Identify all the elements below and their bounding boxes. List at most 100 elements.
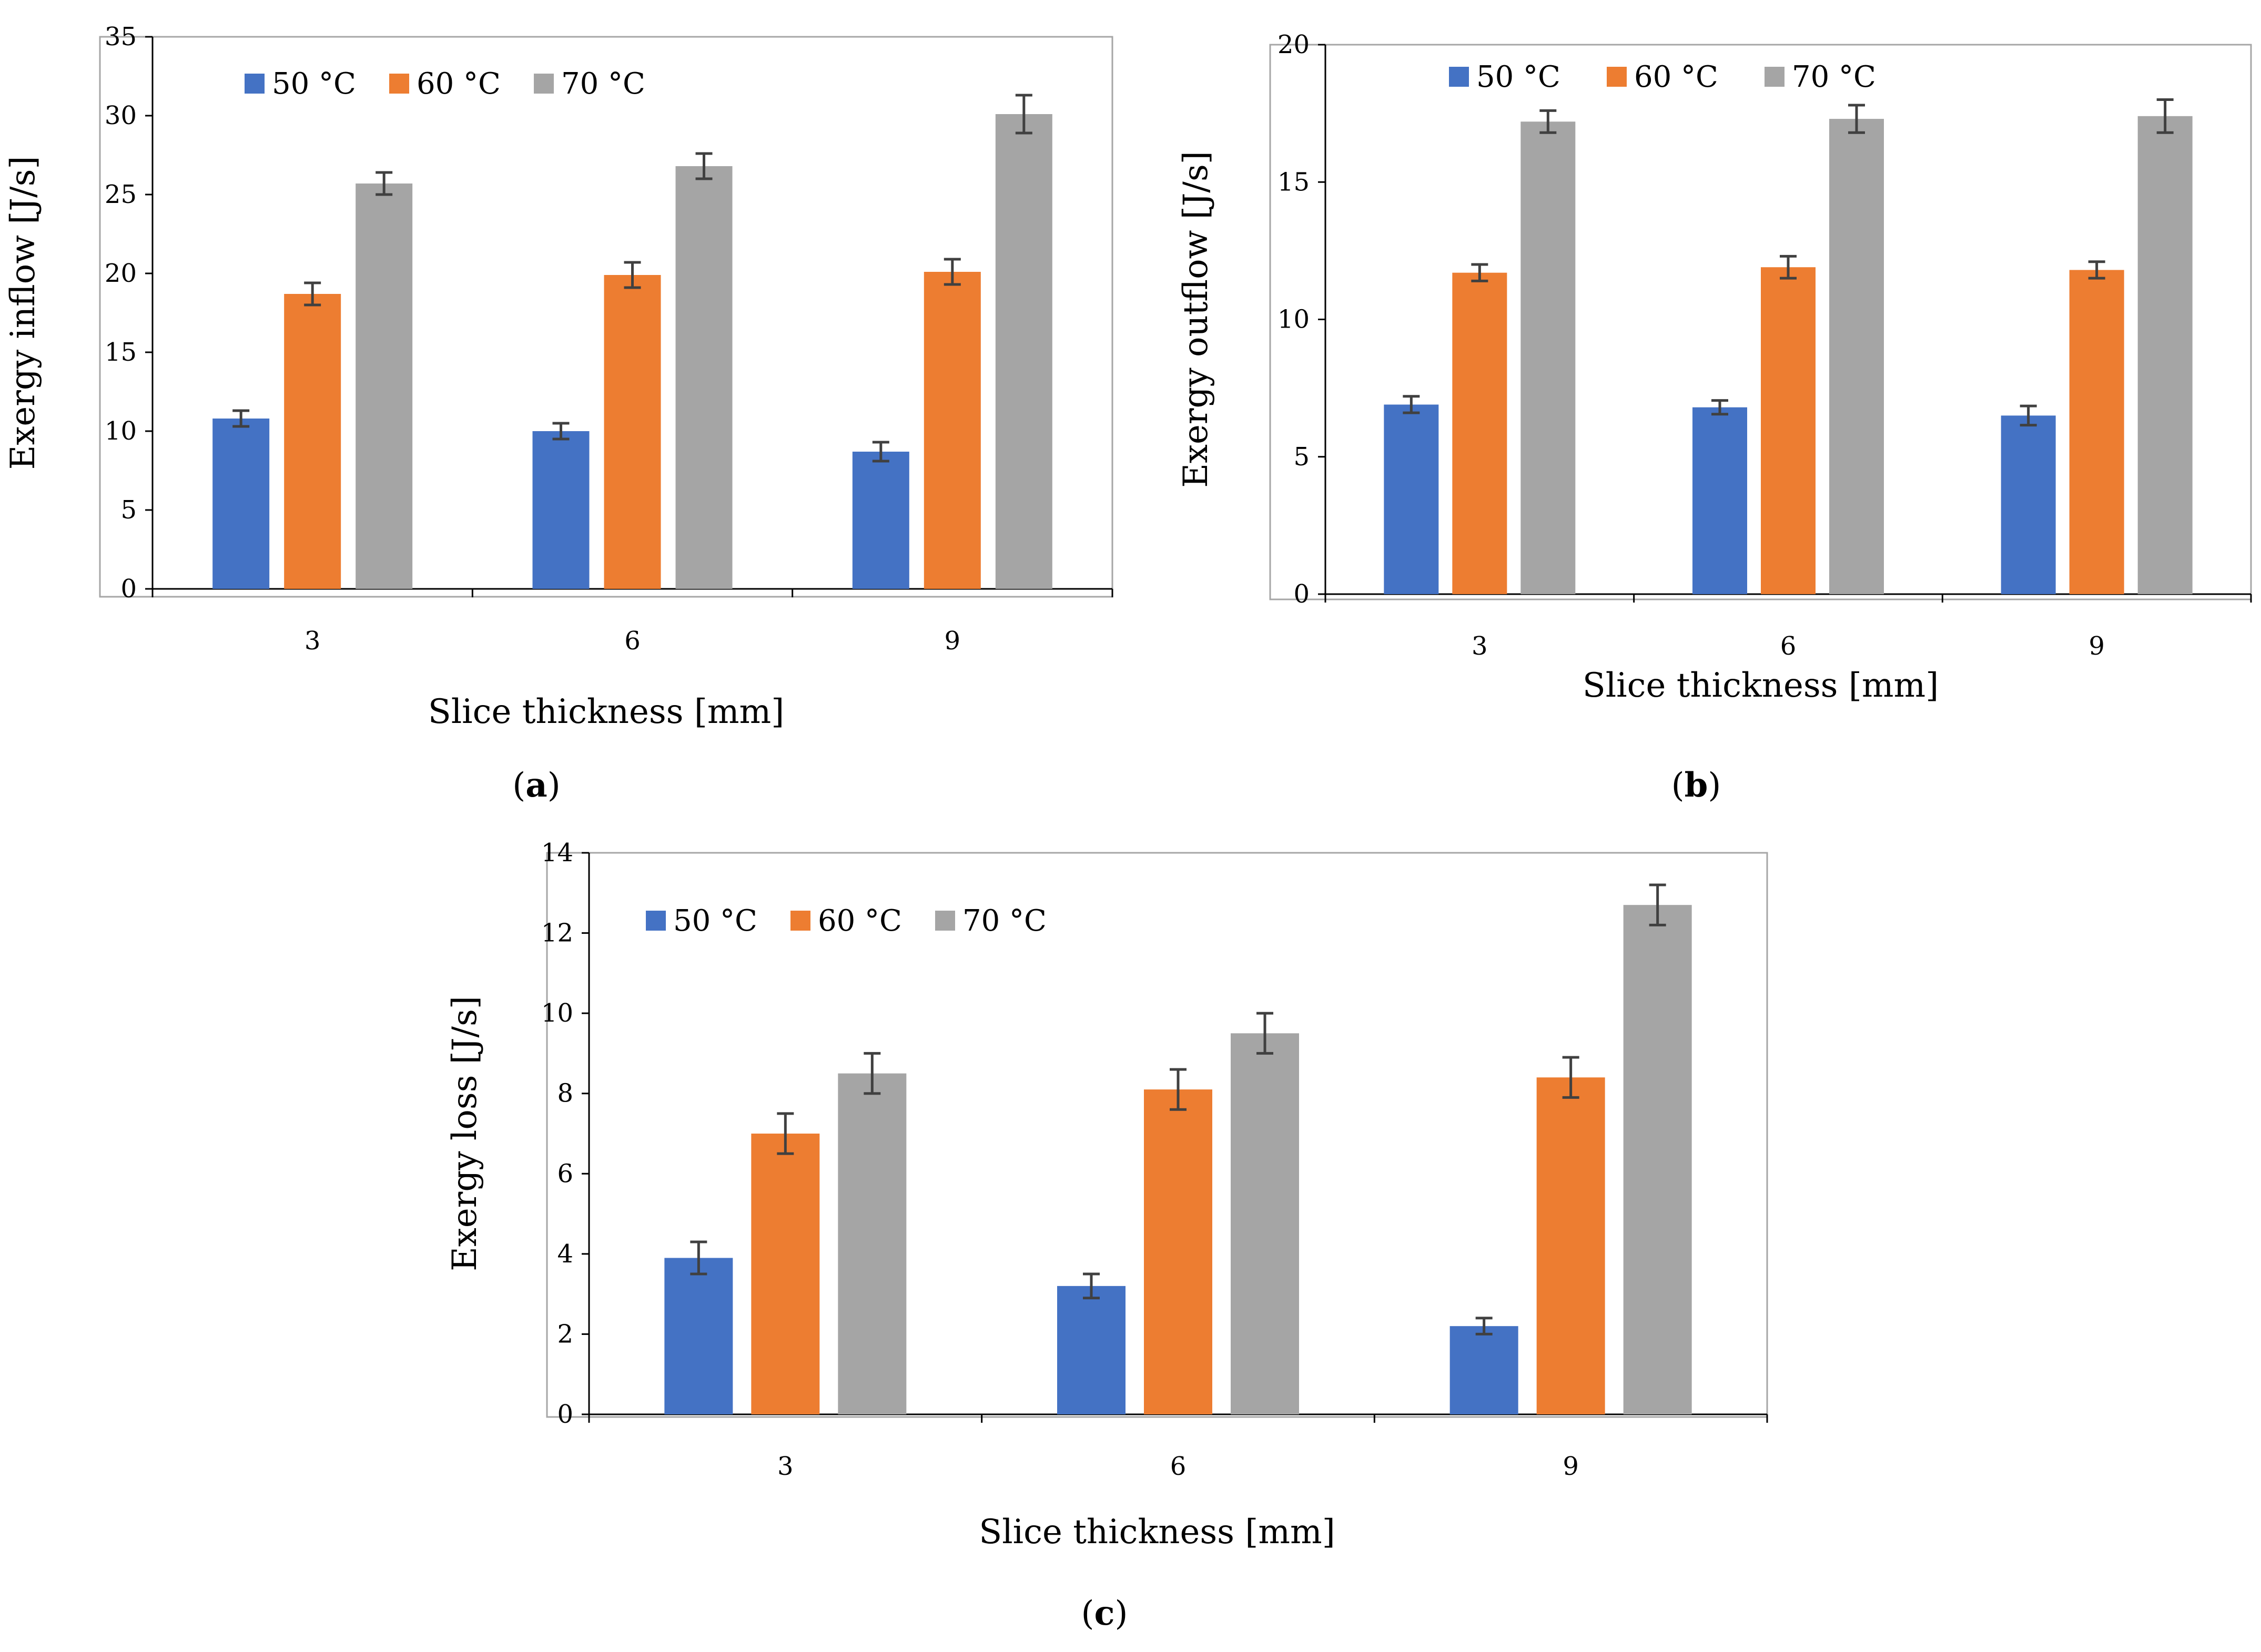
panel-letter: c	[1094, 1594, 1115, 1633]
error-bar	[1649, 883, 1666, 926]
error-bar	[1780, 254, 1797, 280]
x-tick-label: 9	[945, 626, 961, 656]
error-bar	[1256, 1012, 1273, 1055]
error-bar	[872, 441, 889, 463]
error-bar	[1083, 1272, 1100, 1300]
legend-swatch	[646, 911, 666, 931]
bar-70c-6	[1231, 1033, 1299, 1414]
legend-swatch	[1449, 67, 1469, 87]
error-bar	[1711, 399, 1728, 416]
panel-paren-close: )	[1114, 1594, 1128, 1633]
error-bar	[2156, 98, 2174, 134]
y-tick-label: 25	[105, 180, 137, 209]
error-bar	[232, 409, 250, 428]
legend-swatch	[1607, 67, 1627, 87]
error-bar	[690, 1240, 707, 1276]
bar-50c-6	[1692, 407, 1747, 594]
y-tick-label: 0	[557, 1400, 573, 1429]
error-bar	[944, 258, 961, 286]
y-axis-title: Exergy outflow [J/s]	[1177, 151, 1215, 488]
x-tick-label: 6	[1780, 631, 1797, 661]
bar-50c-3	[664, 1258, 733, 1414]
bar-50c-3	[1384, 404, 1439, 594]
panel-paren-open: (	[512, 766, 525, 805]
y-tick-label: 10	[105, 416, 137, 446]
bar-50c-6	[532, 431, 590, 589]
legend-label: 70 °C	[962, 904, 1047, 938]
panel-label: (b)	[1671, 766, 1721, 805]
error-bar	[777, 1112, 794, 1155]
legend-label: 50 °C	[673, 904, 757, 938]
chart-frame	[546, 852, 1768, 1418]
y-tick-label: 30	[105, 101, 137, 130]
panel-letter: b	[1685, 766, 1708, 805]
error-bar	[624, 261, 641, 289]
bar-60c-9	[1536, 1077, 1605, 1414]
error-bar	[1170, 1068, 1187, 1111]
legend: 50 °C 60 °C 70 °C	[245, 67, 645, 101]
panel-paren-open: (	[1081, 1594, 1094, 1633]
y-tick-label: 20	[105, 259, 137, 288]
chart-panel-c: 0 2 4 6 8 10 12 14 3 6 9 50 °C 60 °C 70 °C Exergy loss…	[445, 838, 1768, 1633]
bar-60c-6	[1144, 1089, 1212, 1414]
y-tick-label: 2	[557, 1319, 573, 1349]
x-tick-label: 6	[624, 626, 641, 656]
error-bar	[1471, 263, 1488, 282]
y-tick-label: 10	[541, 998, 573, 1028]
y-tick-label: 15	[1277, 167, 1310, 197]
chart-panel-a: 0 5 10 15 20 25 30 35 3 6 9 50 °C 60 °C 70 °C Exergy i…	[4, 22, 1113, 805]
bar-60c-6	[604, 275, 661, 589]
panel-paren-close: )	[547, 766, 561, 805]
panel-label: (a)	[512, 766, 560, 805]
legend-swatch	[534, 74, 554, 94]
x-tick-label: 6	[1170, 1452, 1187, 1481]
y-tick-label: 0	[120, 574, 137, 604]
y-tick-label: 20	[1277, 30, 1310, 59]
panel-label: (c)	[1081, 1594, 1128, 1633]
y-tick-label: 5	[120, 495, 137, 525]
y-tick-label: 6	[557, 1159, 573, 1188]
panel-paren-open: (	[1671, 766, 1685, 805]
error-bar	[1403, 395, 1420, 414]
legend-label: 70 °C	[561, 67, 645, 101]
bar-50c-6	[1057, 1286, 1126, 1414]
chart-frame	[1269, 44, 2252, 600]
x-tick-label: 9	[2088, 631, 2105, 661]
legend-label: 50 °C	[272, 67, 356, 101]
error-bar	[304, 281, 321, 307]
x-tick-label: 3	[777, 1452, 794, 1481]
bar-70c-9	[995, 114, 1052, 589]
legend-swatch	[935, 911, 955, 931]
y-tick-label: 5	[1293, 442, 1310, 472]
y-tick-label: 35	[105, 22, 137, 52]
error-bar	[1848, 104, 1865, 134]
x-tick-label: 3	[1472, 631, 1488, 661]
error-bar	[1475, 1317, 1493, 1335]
y-tick-label: 12	[541, 919, 573, 948]
legend-swatch	[1765, 67, 1785, 87]
x-tick-label: 3	[305, 626, 321, 656]
bar-70c-3	[1520, 121, 1576, 595]
bar-50c-9	[2001, 415, 2056, 594]
y-tick-label: 15	[105, 338, 137, 367]
bar-60c-3	[751, 1134, 820, 1414]
bar-60c-3	[1452, 272, 1507, 594]
legend-label: 50 °C	[1476, 60, 1560, 94]
legend-label: 60 °C	[1634, 60, 1718, 94]
error-bar	[864, 1052, 881, 1095]
error-bar	[376, 171, 393, 196]
bar-70c-3	[356, 183, 413, 589]
bar-70c-6	[675, 166, 733, 589]
x-axis-title: Slice thickness [mm]	[428, 692, 784, 731]
panel-paren-close: )	[1708, 766, 1721, 805]
chart-frame	[99, 36, 1113, 598]
error-bar	[552, 422, 570, 441]
legend: 50 °C 60 °C 70 °C	[1449, 60, 1876, 94]
x-axis-title: Slice thickness [mm]	[1583, 666, 1939, 705]
error-bar	[695, 152, 713, 180]
bar-50c-9	[852, 452, 909, 589]
legend: 50 °C 60 °C 70 °C	[646, 904, 1047, 938]
error-bar	[2020, 404, 2037, 427]
bar-60c-9	[924, 272, 981, 589]
